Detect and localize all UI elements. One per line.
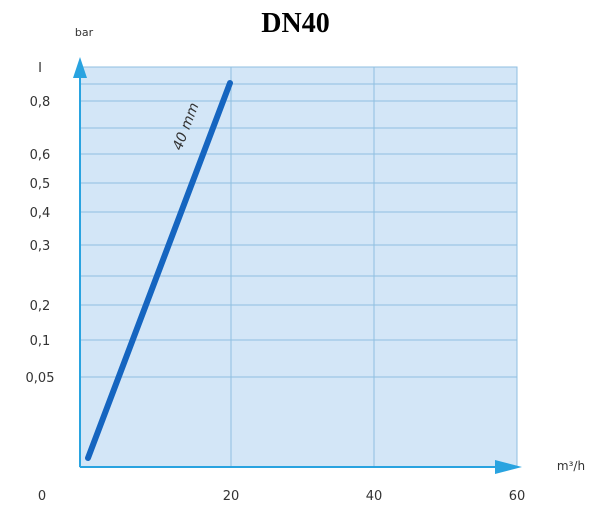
y-tick-label: 0,6 [30, 148, 51, 163]
y-tick-label: 0,5 [30, 177, 51, 192]
plot-area [79, 66, 518, 468]
x-axis-label: m³/h [557, 459, 585, 473]
series-line [85, 80, 233, 461]
x-tick-label: 0 [38, 489, 46, 504]
y-tick-label: 0,2 [30, 299, 51, 314]
x-tick-label: 40 [366, 489, 383, 504]
y-tick-label: 0,3 [30, 239, 51, 254]
y-tick-label: 0,4 [30, 206, 51, 221]
y-tick-label: 0,1 [30, 334, 51, 349]
chart-title: DN40 [261, 8, 330, 39]
y-tick-label: I [38, 61, 42, 76]
y-axis-label: bar [75, 26, 94, 39]
x-axis-arrow-icon [495, 460, 522, 474]
x-tick-label: 20 [223, 489, 240, 504]
x-tick-label: 60 [509, 489, 526, 504]
y-tick-label: 0,05 [26, 371, 55, 386]
y-tick-label: 0,8 [30, 95, 51, 110]
y-axis-arrow-icon [73, 57, 87, 78]
